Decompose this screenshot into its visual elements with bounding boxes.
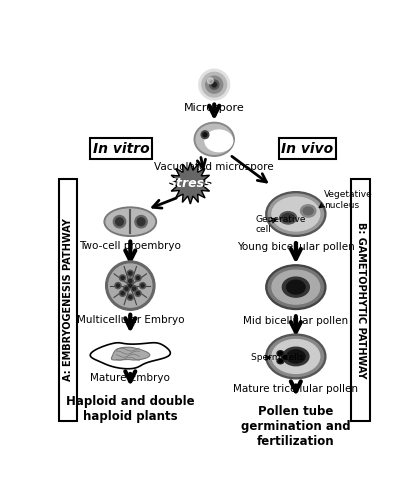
Text: Pollen tube
germination and
fertilization: Pollen tube germination and fertilizatio… — [241, 405, 351, 448]
Ellipse shape — [283, 356, 287, 359]
Circle shape — [127, 278, 133, 284]
FancyBboxPatch shape — [351, 178, 370, 421]
FancyBboxPatch shape — [59, 178, 77, 421]
Ellipse shape — [268, 194, 324, 234]
Circle shape — [127, 282, 133, 288]
Text: Mature Embryo: Mature Embryo — [90, 372, 170, 382]
Ellipse shape — [287, 350, 305, 363]
Ellipse shape — [287, 280, 305, 294]
Circle shape — [116, 218, 123, 226]
Circle shape — [212, 82, 217, 87]
Circle shape — [109, 264, 152, 307]
Polygon shape — [170, 162, 211, 204]
Circle shape — [133, 287, 136, 290]
Circle shape — [129, 272, 132, 275]
Circle shape — [135, 275, 141, 281]
Circle shape — [127, 294, 133, 300]
Ellipse shape — [283, 347, 309, 366]
Text: Multicellular Embryo: Multicellular Embryo — [76, 315, 184, 325]
Circle shape — [121, 276, 124, 280]
Ellipse shape — [196, 124, 232, 154]
Ellipse shape — [283, 277, 309, 297]
Ellipse shape — [272, 197, 320, 231]
Ellipse shape — [278, 360, 283, 362]
Ellipse shape — [301, 205, 316, 217]
Circle shape — [135, 290, 141, 296]
Ellipse shape — [205, 130, 233, 152]
Circle shape — [113, 216, 126, 228]
Circle shape — [136, 292, 140, 295]
Ellipse shape — [282, 214, 294, 222]
Text: Vacuolated microspore: Vacuolated microspore — [154, 162, 274, 172]
Text: Young bicellular pollen: Young bicellular pollen — [237, 242, 355, 252]
Text: Vegetative
nucleus: Vegetative nucleus — [324, 190, 373, 210]
Circle shape — [106, 261, 155, 310]
Text: In vivo: In vivo — [281, 142, 334, 156]
Text: Mid bicellular pollen: Mid bicellular pollen — [243, 316, 349, 326]
Polygon shape — [90, 342, 171, 369]
Circle shape — [117, 284, 120, 287]
Circle shape — [125, 287, 128, 290]
Circle shape — [141, 284, 144, 287]
Ellipse shape — [272, 340, 320, 374]
Ellipse shape — [272, 270, 320, 304]
Circle shape — [129, 280, 132, 282]
Ellipse shape — [278, 352, 283, 355]
Ellipse shape — [268, 336, 324, 376]
Circle shape — [140, 282, 146, 288]
Circle shape — [123, 286, 130, 292]
Circle shape — [136, 276, 140, 280]
Ellipse shape — [282, 354, 288, 360]
Circle shape — [115, 282, 121, 288]
Text: Microspore: Microspore — [184, 103, 245, 113]
Text: Generative
cell: Generative cell — [256, 215, 306, 234]
Ellipse shape — [268, 267, 324, 307]
FancyBboxPatch shape — [90, 138, 152, 160]
Text: In vitro: In vitro — [93, 142, 149, 156]
Circle shape — [127, 270, 133, 276]
Circle shape — [207, 78, 214, 84]
Circle shape — [137, 218, 145, 226]
Ellipse shape — [266, 265, 326, 310]
Circle shape — [120, 275, 126, 281]
FancyBboxPatch shape — [279, 138, 336, 160]
Ellipse shape — [104, 207, 156, 236]
Circle shape — [199, 69, 229, 100]
Circle shape — [121, 292, 124, 295]
Text: Sperm cells: Sperm cells — [251, 354, 304, 362]
Circle shape — [120, 290, 126, 296]
Circle shape — [203, 133, 207, 136]
Circle shape — [129, 284, 132, 287]
Ellipse shape — [277, 358, 284, 364]
Ellipse shape — [280, 212, 297, 224]
Text: A: EMBRYOGENESIS PATHWAY: A: EMBRYOGENESIS PATHWAY — [63, 218, 73, 382]
Text: Two-cell proembryo: Two-cell proembryo — [79, 241, 181, 251]
Ellipse shape — [277, 350, 284, 356]
Text: Stress: Stress — [168, 176, 213, 190]
Ellipse shape — [303, 207, 313, 215]
Circle shape — [129, 296, 132, 298]
Text: Haploid and double
haploid plants: Haploid and double haploid plants — [66, 395, 195, 423]
Circle shape — [131, 286, 137, 292]
Text: B: GAMETOPHYTIC PATHWAY: B: GAMETOPHYTIC PATHWAY — [356, 222, 365, 378]
Circle shape — [209, 80, 219, 90]
Ellipse shape — [106, 209, 155, 234]
Ellipse shape — [194, 122, 234, 156]
Circle shape — [202, 72, 227, 97]
Circle shape — [135, 216, 147, 228]
Circle shape — [201, 131, 209, 138]
Polygon shape — [111, 347, 150, 360]
Text: Mature tricellular pollen: Mature tricellular pollen — [233, 384, 358, 394]
Ellipse shape — [266, 192, 326, 236]
Ellipse shape — [266, 334, 326, 379]
Circle shape — [206, 76, 223, 93]
